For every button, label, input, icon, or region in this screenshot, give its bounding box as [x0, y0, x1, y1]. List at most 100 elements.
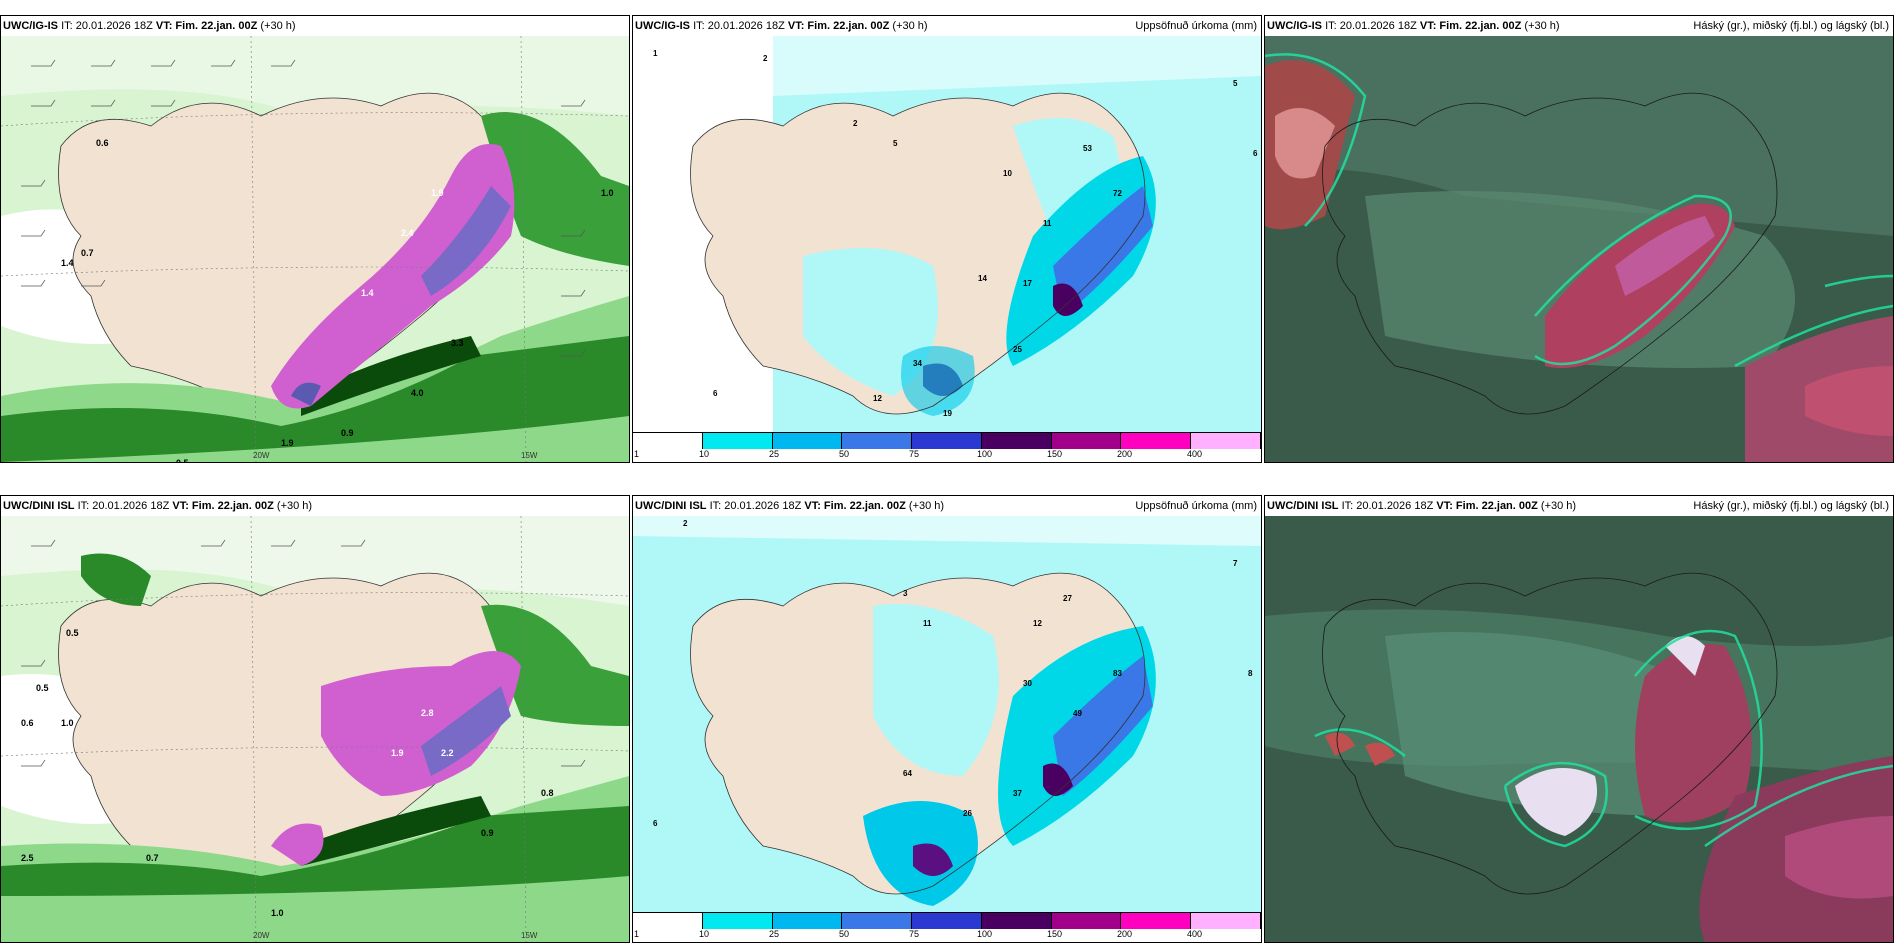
panel-header: UWC/DINI ISL IT: 20.01.2026 18Z VT: Fim.…: [633, 496, 1261, 516]
valid-label: VT:: [787, 20, 805, 32]
lead-time: (+30 h): [908, 500, 945, 512]
valid-time: Fim. 22.jan. 00Z: [1439, 20, 1522, 32]
svg-text:0.5: 0.5: [36, 683, 49, 693]
svg-text:10: 10: [1003, 169, 1012, 178]
svg-text:1.0: 1.0: [601, 188, 614, 198]
precip-title: Uppsöfnuð úrkoma (mm): [1135, 20, 1257, 32]
legend-tick: 25: [769, 449, 780, 459]
legend-tick: 10: [699, 929, 710, 939]
panel-header: UWC/IG-IS IT: 20.01.2026 18Z VT: Fim. 22…: [1265, 16, 1893, 36]
svg-text:3: 3: [903, 589, 908, 598]
lead-time: (+30 h): [276, 500, 313, 512]
svg-text:34: 34: [913, 359, 922, 368]
model-label: UWC/IG-IS: [635, 20, 690, 32]
legend-tick: 50: [839, 929, 850, 939]
model-label: UWC/IG-IS: [1267, 20, 1322, 32]
svg-text:0.9: 0.9: [341, 428, 354, 438]
legend-tick: 100: [977, 449, 993, 459]
svg-text:1.9: 1.9: [431, 188, 444, 198]
svg-text:6: 6: [1253, 149, 1258, 158]
panel-precip-row1: UWC/IG-IS IT: 20.01.2026 18Z VT: Fim. 22…: [632, 15, 1262, 463]
svg-text:1.4: 1.4: [361, 288, 374, 298]
svg-text:0.7: 0.7: [146, 853, 159, 863]
svg-text:2: 2: [853, 119, 858, 128]
cloud-title: Háský (gr.), miðský (fj.bl.) og lágský (…: [1693, 20, 1889, 32]
svg-text:5: 5: [1233, 79, 1238, 88]
svg-text:1.0: 1.0: [61, 718, 74, 728]
svg-text:1: 1: [653, 49, 658, 58]
precip-title: Uppsöfnuð úrkoma (mm): [1135, 500, 1257, 512]
legend-bar: [633, 432, 1262, 449]
legend-tick: 150: [1047, 449, 1063, 459]
legend-tick: 1: [634, 449, 640, 459]
wind-precip-map: 0.50.50.6 1.02.5 0.7 0.90.81.0 2.81.9 2.2 …: [1, 516, 629, 942]
svg-text:2: 2: [763, 54, 768, 63]
svg-text:0.7: 0.7: [81, 248, 94, 258]
svg-text:0.9: 0.9: [481, 828, 494, 838]
svg-text:0.6: 0.6: [21, 718, 34, 728]
svg-text:2.4: 2.4: [401, 228, 414, 238]
svg-text:26: 26: [963, 809, 972, 818]
panel-precip-row2: UWC/DINI ISL IT: 20.01.2026 18Z VT: Fim.…: [632, 495, 1262, 943]
svg-text:64: 64: [903, 769, 912, 778]
svg-text:11: 11: [923, 619, 932, 628]
cloud-map: [1265, 516, 1893, 942]
valid-label: VT:: [1419, 20, 1437, 32]
panel-header: UWC/IG-IS IT: 20.01.2026 18Z VT: Fim. 22…: [633, 16, 1261, 36]
wind-precip-map: 0.60.71.4 3.34.00.9 1.90.51.0 1.92.41.4 …: [1, 36, 629, 462]
svg-text:2.2: 2.2: [441, 748, 454, 758]
lon-20w-label: 20W: [253, 931, 270, 940]
init-time: IT: 20.01.2026 18Z: [1325, 20, 1417, 32]
valid-time: Fim. 22.jan. 00Z: [191, 500, 274, 512]
svg-text:12: 12: [873, 394, 882, 403]
svg-text:83: 83: [1113, 669, 1122, 678]
lon-15w-label: 15W: [521, 451, 538, 460]
svg-text:2.5: 2.5: [21, 853, 34, 863]
svg-text:1.4: 1.4: [61, 258, 74, 268]
init-time: IT: 20.01.2026 18Z: [77, 500, 170, 512]
model-label: UWC/DINI ISL: [3, 500, 75, 512]
svg-text:11: 11: [1043, 219, 1052, 228]
legend-bar: [633, 912, 1262, 929]
svg-text:72: 72: [1113, 189, 1122, 198]
legend-ticks: 1 10 25 50 75 100 150 200 400: [633, 929, 1261, 941]
panel-wind-precip-row2: UWC/DINI ISL IT: 20.01.2026 18Z VT: Fim.…: [0, 495, 630, 943]
lon-15w-label: 15W: [521, 931, 538, 940]
panel-header: UWC/IG-IS IT: 20.01.2026 18Z VT: Fim. 22…: [1, 16, 629, 36]
panel-header: UWC/DINI ISL IT: 20.01.2026 18Z VT: Fim.…: [1, 496, 629, 516]
svg-text:53: 53: [1083, 144, 1092, 153]
panel-header: UWC/DINI ISL IT: 20.01.2026 18Z VT: Fim.…: [1265, 496, 1893, 516]
legend-tick: 1: [634, 929, 640, 939]
svg-text:14: 14: [978, 274, 987, 283]
svg-text:12: 12: [1033, 619, 1042, 628]
svg-text:5: 5: [893, 139, 898, 148]
legend-ticks: 1 10 25 50 75 100 150 200 400: [633, 449, 1261, 461]
svg-text:0.5: 0.5: [176, 458, 189, 462]
svg-text:2.8: 2.8: [421, 708, 434, 718]
valid-time: Fim. 22.jan. 00Z: [1455, 500, 1538, 512]
legend-tick: 75: [909, 929, 920, 939]
panel-cloud-row2: UWC/DINI ISL IT: 20.01.2026 18Z VT: Fim.…: [1264, 495, 1894, 943]
svg-text:4.0: 4.0: [411, 388, 424, 398]
svg-text:27: 27: [1063, 594, 1072, 603]
valid-label: VT:: [155, 20, 173, 32]
model-label: UWC/DINI ISL: [1267, 500, 1339, 512]
svg-text:49: 49: [1073, 709, 1082, 718]
init-time: IT: 20.01.2026 18Z: [61, 20, 153, 32]
svg-text:1.9: 1.9: [391, 748, 404, 758]
valid-label: VT:: [172, 500, 189, 512]
init-time: IT: 20.01.2026 18Z: [709, 500, 802, 512]
init-time: IT: 20.01.2026 18Z: [693, 20, 785, 32]
lead-time: (+30 h): [892, 20, 928, 32]
svg-text:3.3: 3.3: [451, 338, 464, 348]
model-label: UWC/IG-IS: [3, 20, 58, 32]
legend-tick: 75: [909, 449, 920, 459]
legend-tick: 400: [1187, 449, 1203, 459]
svg-text:0.6: 0.6: [96, 138, 109, 148]
lead-time: (+30 h): [1540, 500, 1577, 512]
legend-tick: 100: [977, 929, 993, 939]
lead-time: (+30 h): [1524, 20, 1560, 32]
svg-text:0.8: 0.8: [541, 788, 554, 798]
lon-20w-label: 20W: [253, 451, 270, 460]
